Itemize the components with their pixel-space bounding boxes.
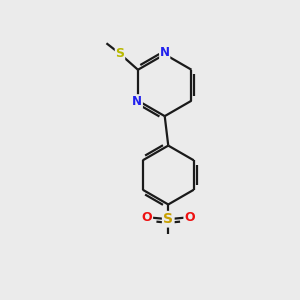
Text: O: O bbox=[184, 211, 195, 224]
Text: N: N bbox=[160, 46, 170, 59]
Text: S: S bbox=[116, 47, 124, 60]
Text: O: O bbox=[142, 211, 152, 224]
Text: N: N bbox=[132, 95, 142, 108]
Text: S: S bbox=[163, 212, 173, 226]
